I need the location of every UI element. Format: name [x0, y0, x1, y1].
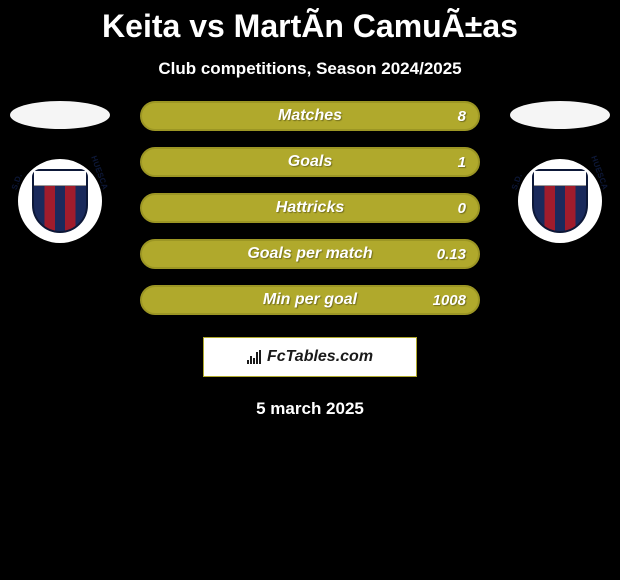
player-right-avatar-placeholder [510, 101, 610, 129]
shield-icon [532, 169, 588, 233]
stat-bar: Min per goal 1008 [140, 285, 480, 315]
stat-bar: Goals 1 [140, 147, 480, 177]
stat-value-right: 0.13 [437, 246, 466, 263]
stat-value-right: 1008 [433, 292, 466, 309]
comparison-title: Keita vs MartÃ­n CamuÃ±as [0, 0, 620, 45]
player-right-column: S.D. HUESCA [510, 101, 610, 243]
stat-label: Goals per match [247, 245, 372, 263]
stat-label: Hattricks [276, 199, 344, 217]
stat-label: Goals [288, 153, 332, 171]
stat-value-right: 1 [458, 154, 466, 171]
player-left-column: S.D. HUESCA [10, 101, 110, 243]
player-left-club-badge: S.D. HUESCA [18, 159, 102, 243]
club-badge-text-left: S.D. [510, 172, 524, 191]
stat-value-right: 8 [458, 108, 466, 125]
stat-bar: Hattricks 0 [140, 193, 480, 223]
brand-box[interactable]: FcTables.com [203, 337, 417, 377]
club-badge-text-left: S.D. [10, 172, 24, 191]
comparison-bars: Matches 8 Goals 1 Hattricks 0 Goals per match 0… [140, 101, 480, 315]
comparison-date: 5 march 2025 [0, 399, 620, 419]
shield-icon [32, 169, 88, 233]
player-right-club-badge: S.D. HUESCA [518, 159, 602, 243]
club-badge-text-right: HUESCA [90, 155, 111, 192]
comparison-content: S.D. HUESCA S.D. HUESCA Matches 8 Goals 1 Ha… [0, 101, 620, 419]
brand-text: FcTables.com [267, 348, 373, 366]
stat-label: Matches [278, 107, 342, 125]
club-badge-text-right: HUESCA [590, 155, 611, 192]
stat-bar: Matches 8 [140, 101, 480, 131]
stat-label: Min per goal [263, 291, 357, 309]
player-left-avatar-placeholder [10, 101, 110, 129]
stat-value-right: 0 [458, 200, 466, 217]
comparison-subtitle: Club competitions, Season 2024/2025 [0, 59, 620, 79]
bar-chart-icon [247, 350, 261, 364]
stat-bar: Goals per match 0.13 [140, 239, 480, 269]
